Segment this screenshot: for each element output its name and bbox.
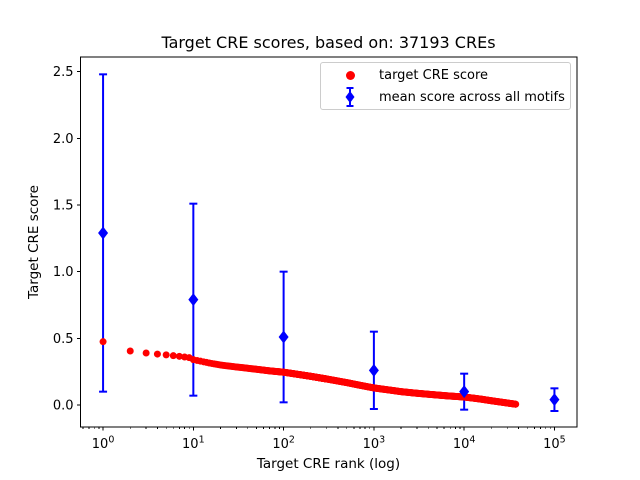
legend: target CRE score mean score across all m… [320, 62, 571, 110]
chart-title: Target CRE scores, based on: 37193 CREs [161, 33, 496, 52]
svg-text:104: 104 [453, 435, 476, 453]
blue-diamond-errorbar-marker-icon [321, 86, 379, 108]
legend-entry-mean-score: mean score across all motifs [321, 86, 570, 108]
target-score-series [99, 338, 520, 408]
red-circle-marker-icon [321, 70, 379, 80]
svg-text:105: 105 [543, 435, 566, 453]
legend-label: mean score across all motifs [379, 89, 565, 105]
legend-label: target CRE score [379, 67, 489, 83]
tick-labels: 100 101 102 103 104 105 0.0 0.5 1.0 1.5 2.0 2.5 [53, 65, 566, 452]
x-axis-label: Target CRE rank (log) [256, 456, 401, 472]
svg-text:100: 100 [92, 435, 115, 453]
svg-text:0.0: 0.0 [53, 399, 74, 414]
axes [77, 56, 578, 431]
mean-series-markers [98, 226, 560, 407]
svg-text:1.5: 1.5 [53, 199, 74, 214]
svg-text:2.0: 2.0 [53, 132, 74, 147]
legend-entry-target-score: target CRE score [321, 64, 570, 86]
mean-series-errorbars [99, 73, 559, 412]
svg-text:103: 103 [363, 435, 386, 453]
svg-text:101: 101 [182, 435, 205, 453]
svg-text:0.5: 0.5 [53, 332, 74, 347]
svg-text:2.5: 2.5 [53, 65, 74, 80]
svg-text:102: 102 [272, 435, 295, 453]
svg-text:1.0: 1.0 [53, 265, 74, 280]
